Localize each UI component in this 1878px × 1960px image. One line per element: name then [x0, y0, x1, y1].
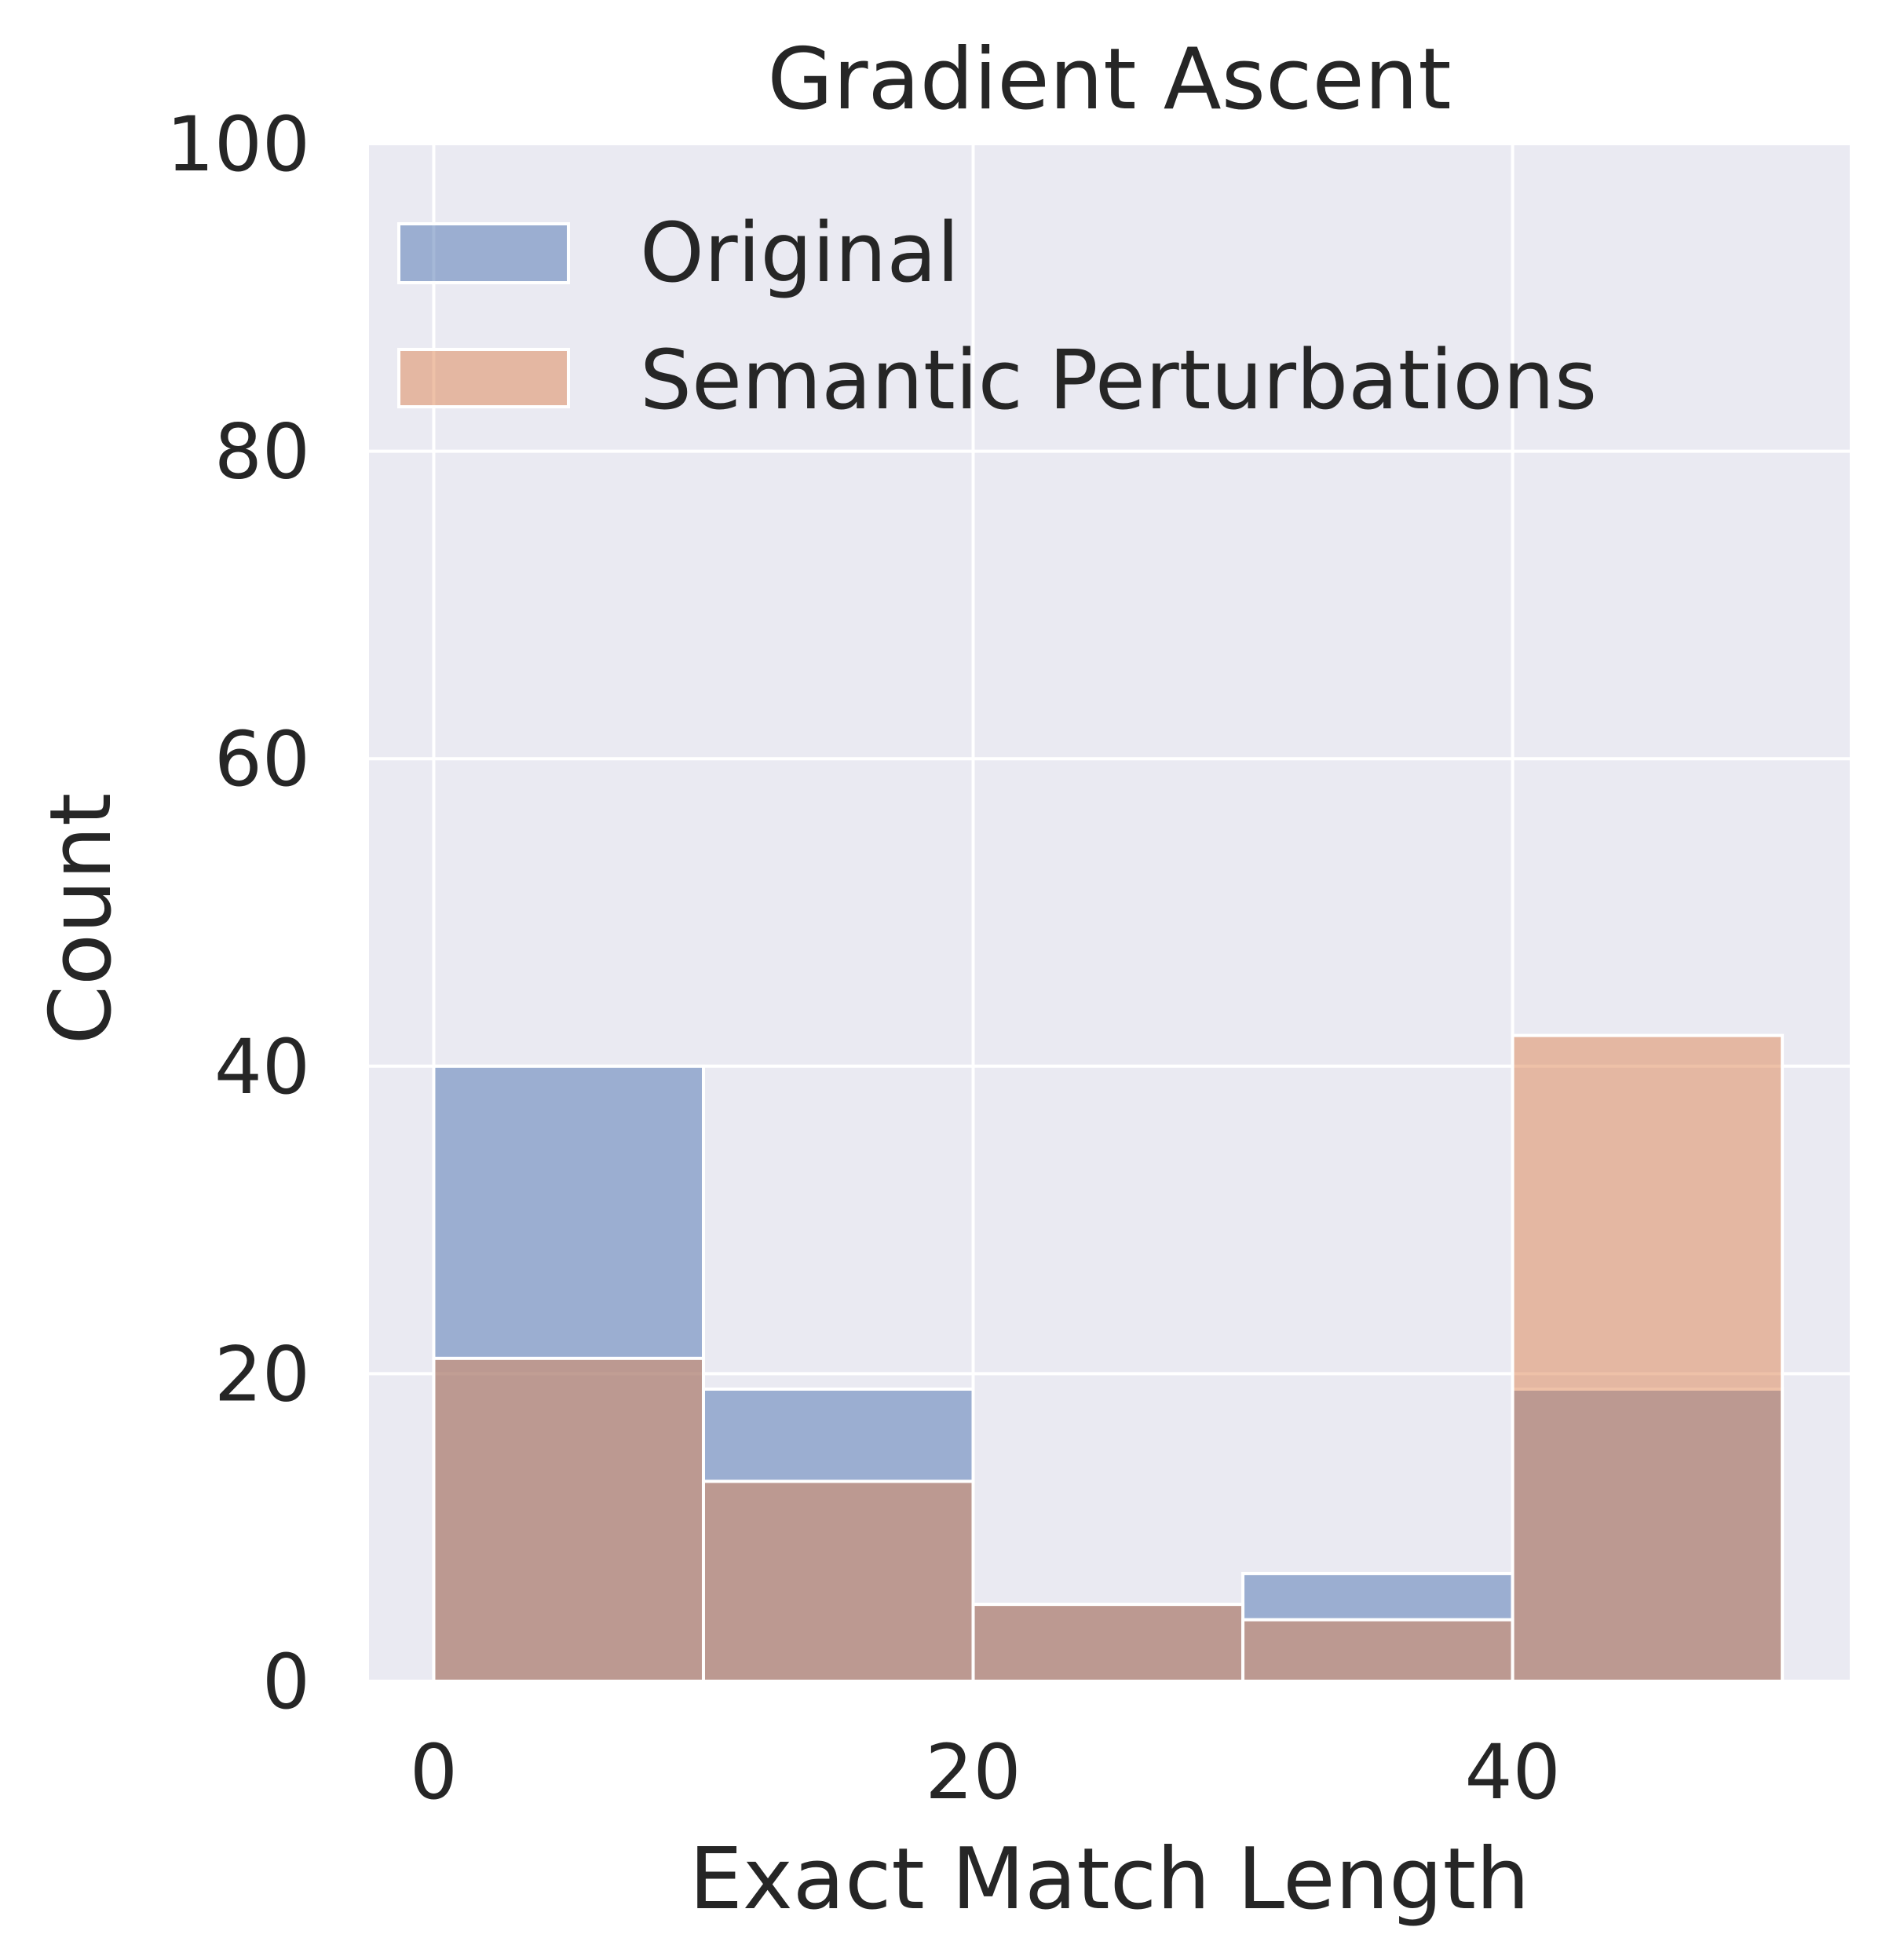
x-tick-label: 0 — [410, 1728, 458, 1816]
semantic-perturbations-bars — [432, 1033, 1785, 1683]
y-tick-label: 60 — [214, 715, 310, 803]
x-tick-label: 20 — [925, 1728, 1021, 1816]
bar-semantic-perturbations — [971, 1603, 1245, 1683]
bar-semantic-perturbations — [701, 1479, 975, 1683]
chart-title: Gradient Ascent — [767, 31, 1451, 129]
y-tick-labels: 0 20 40 60 80 100 — [166, 101, 310, 1726]
legend-label-original: Original — [640, 205, 959, 301]
bar-semantic-perturbations — [1241, 1618, 1514, 1683]
bar-semantic-perturbations — [432, 1356, 705, 1683]
y-tick-label: 40 — [214, 1023, 310, 1111]
legend-swatch-original — [397, 222, 570, 284]
legend-swatch-semantic-perturbations — [397, 348, 570, 408]
x-axis-label: Exact Match Length — [689, 1830, 1530, 1929]
y-axis-label: Count — [32, 793, 130, 1045]
legend: Original Semantic Perturbations — [397, 205, 1597, 428]
x-tick-labels: 0 20 40 — [410, 1728, 1561, 1816]
bar-semantic-perturbations — [1511, 1033, 1785, 1683]
y-tick-label: 100 — [166, 101, 310, 188]
y-tick-label: 80 — [214, 408, 310, 496]
legend-label-semantic-perturbations: Semantic Perturbations — [640, 332, 1597, 428]
y-tick-label: 0 — [262, 1638, 310, 1726]
x-tick-label: 40 — [1465, 1728, 1561, 1816]
y-tick-label: 20 — [214, 1330, 310, 1418]
